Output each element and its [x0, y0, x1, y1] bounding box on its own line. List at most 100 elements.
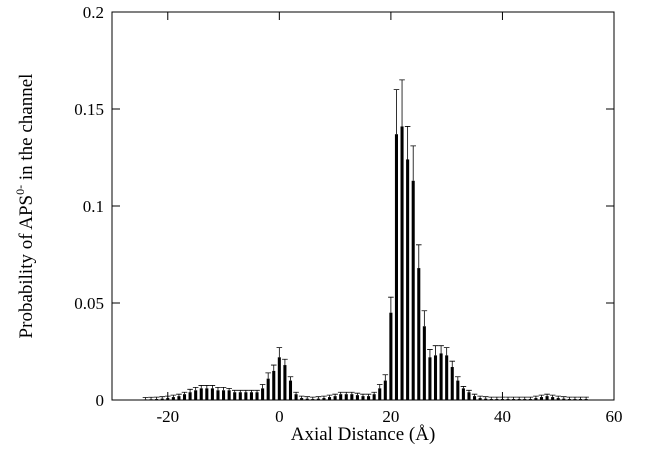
bar: [249, 392, 253, 400]
x-tick-label: 0: [275, 407, 284, 426]
error-bar: [549, 394, 556, 398]
error-bar: [220, 386, 227, 391]
error-bar: [153, 396, 160, 400]
bar: [523, 399, 527, 400]
error-bar: [421, 310, 428, 327]
error-bar: [192, 386, 199, 391]
bar: [512, 399, 516, 400]
error-bar: [505, 396, 511, 400]
x-tick-label: 60: [606, 407, 623, 426]
bar: [417, 268, 421, 400]
bar: [350, 394, 354, 400]
error-bar: [159, 396, 165, 399]
error-bar: [354, 392, 361, 396]
x-tick-label: 20: [382, 407, 399, 426]
error-bar: [521, 396, 528, 400]
bar: [222, 390, 226, 400]
error-bar: [343, 391, 350, 395]
bar: [182, 394, 187, 400]
error-bar: [371, 391, 377, 395]
bar: [461, 388, 465, 400]
bar: [500, 399, 504, 400]
bar: [406, 159, 410, 400]
bar: [333, 396, 337, 400]
error-bar: [349, 391, 355, 395]
error-bar: [538, 394, 545, 398]
y-label-sup: 0-: [13, 185, 27, 195]
bar: [528, 399, 532, 400]
bar: [177, 396, 181, 400]
error-bar: [254, 389, 260, 393]
bar: [450, 367, 454, 400]
bar: [266, 378, 270, 400]
bar: [506, 399, 510, 400]
error-bar: [438, 345, 444, 354]
bar: [584, 399, 588, 400]
error-bar: [337, 391, 344, 395]
bar: [433, 355, 438, 400]
error-bar: [482, 396, 489, 399]
error-bar: [231, 389, 238, 393]
error-bar: [326, 394, 333, 398]
error-bar: [388, 296, 394, 313]
error-bar: [455, 376, 461, 381]
y-label-main: Probability of APS: [16, 195, 37, 339]
bar: [188, 392, 192, 400]
bar: [205, 388, 209, 400]
bar: [573, 399, 577, 400]
error-bar: [376, 384, 383, 389]
bar: [311, 399, 315, 400]
bar: [244, 392, 248, 400]
error-bar: [544, 393, 550, 397]
error-bar: [382, 374, 389, 381]
error-bar: [198, 385, 205, 389]
bar: [456, 380, 460, 400]
bar: [445, 355, 449, 400]
error-bar: [215, 386, 221, 391]
error-bar: [516, 396, 522, 400]
error-bar: [583, 396, 589, 400]
bar: [562, 398, 566, 400]
bar: [567, 399, 571, 400]
y-tick-label: 0.05: [74, 294, 104, 313]
error-bar: [321, 395, 327, 399]
bar: [149, 399, 153, 400]
error-bar: [315, 396, 322, 399]
bar: [288, 380, 293, 400]
bar: [255, 392, 259, 400]
bar: [166, 398, 170, 400]
bar: [389, 312, 393, 400]
y-tick-label: 0.1: [83, 197, 104, 216]
bar: [394, 134, 399, 400]
x-tick-label: -20: [156, 407, 179, 426]
bar: [428, 357, 432, 400]
bar: [160, 398, 164, 400]
y-tick-label: 0: [96, 391, 105, 410]
error-bar: [148, 396, 154, 400]
error-bar: [142, 397, 149, 400]
error-bar: [533, 395, 539, 399]
error-bar: [510, 396, 517, 400]
error-bar: [477, 395, 483, 399]
bar: [372, 394, 376, 400]
error-bar: [304, 396, 311, 399]
bar: [194, 390, 198, 400]
error-bar: [449, 360, 456, 368]
bar: [199, 388, 203, 400]
bar: [489, 399, 493, 400]
error-bar: [248, 389, 255, 393]
error-bar: [365, 393, 372, 397]
error-bar: [404, 126, 411, 160]
error-bar: [164, 395, 171, 399]
error-bar: [460, 386, 467, 389]
error-bar: [572, 396, 578, 400]
plot-frame: [111, 11, 615, 401]
bar: [478, 398, 482, 400]
error-bar: [181, 391, 188, 395]
bar: [551, 397, 555, 400]
y-tick-label: 0.2: [83, 3, 104, 22]
error-bar: [310, 396, 316, 400]
error-bar: [466, 389, 472, 393]
bar: [322, 398, 326, 400]
